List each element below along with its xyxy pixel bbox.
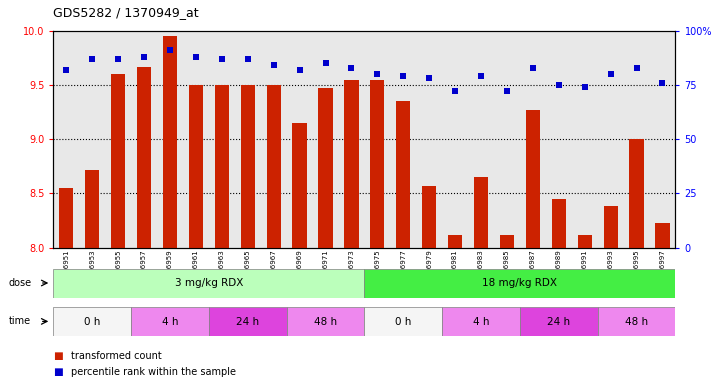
Bar xyxy=(370,79,385,248)
Bar xyxy=(59,188,73,248)
Bar xyxy=(319,88,333,248)
Text: transformed count: transformed count xyxy=(71,351,162,361)
Bar xyxy=(442,307,520,336)
Text: 4 h: 4 h xyxy=(473,316,489,327)
Bar xyxy=(520,307,598,336)
Text: time: time xyxy=(9,316,31,326)
Bar xyxy=(85,170,100,248)
Bar xyxy=(137,66,151,248)
Bar xyxy=(577,235,592,248)
Bar xyxy=(474,177,488,248)
Bar xyxy=(604,207,618,248)
Text: 0 h: 0 h xyxy=(395,316,412,327)
Bar xyxy=(396,101,410,248)
Text: 18 mg/kg RDX: 18 mg/kg RDX xyxy=(483,278,557,288)
Bar xyxy=(131,307,209,336)
Text: percentile rank within the sample: percentile rank within the sample xyxy=(71,367,236,377)
Text: 48 h: 48 h xyxy=(625,316,648,327)
Bar xyxy=(364,307,442,336)
Text: ■: ■ xyxy=(53,367,63,377)
Bar xyxy=(111,74,125,248)
Bar xyxy=(525,110,540,248)
Bar xyxy=(344,79,358,248)
Text: 24 h: 24 h xyxy=(547,316,570,327)
Bar xyxy=(656,223,670,248)
Text: dose: dose xyxy=(9,278,32,288)
Bar xyxy=(448,235,462,248)
Bar xyxy=(240,85,255,248)
Bar xyxy=(287,307,364,336)
Bar xyxy=(598,307,675,336)
Text: ■: ■ xyxy=(53,351,63,361)
Bar xyxy=(629,139,643,248)
Text: 24 h: 24 h xyxy=(236,316,260,327)
Bar xyxy=(53,307,131,336)
Bar xyxy=(422,186,437,248)
Bar xyxy=(267,85,281,248)
Text: 4 h: 4 h xyxy=(161,316,178,327)
Bar xyxy=(53,269,364,298)
Bar xyxy=(188,85,203,248)
Bar xyxy=(215,85,229,248)
Bar xyxy=(364,269,675,298)
Bar xyxy=(500,235,514,248)
Bar xyxy=(552,199,566,248)
Text: 0 h: 0 h xyxy=(84,316,100,327)
Bar xyxy=(292,123,306,248)
Text: GDS5282 / 1370949_at: GDS5282 / 1370949_at xyxy=(53,6,199,19)
Text: 48 h: 48 h xyxy=(314,316,337,327)
Text: 3 mg/kg RDX: 3 mg/kg RDX xyxy=(175,278,243,288)
Bar xyxy=(163,36,177,248)
Bar xyxy=(209,307,287,336)
